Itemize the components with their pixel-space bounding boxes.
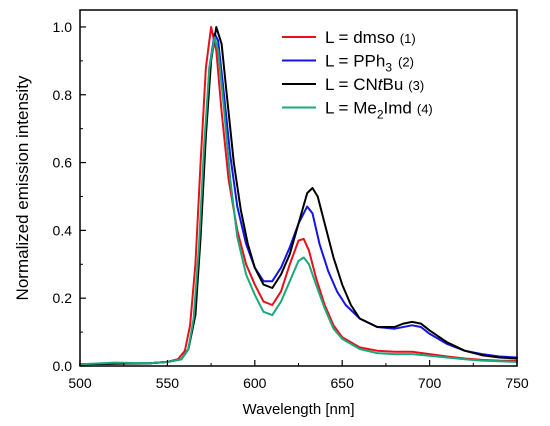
legend-label-part: (1) xyxy=(400,31,416,46)
x-tick-label: 650 xyxy=(331,375,355,391)
legend-label-part: Bu xyxy=(383,75,404,94)
legend-entry-1: L = dmso (1) xyxy=(282,28,416,47)
legend-label-part: L = Me xyxy=(325,99,377,118)
y-axis-label: Normalized emission intensity xyxy=(13,75,32,300)
legend-entry-4: L = Me2Imd (4) xyxy=(282,99,433,122)
x-tick-label: 500 xyxy=(68,375,92,391)
legend-label: L = dmso (1) xyxy=(325,28,416,47)
y-axis-ticks: 0.0 0.2 0.4 0.6 0.8 1.0 xyxy=(53,19,86,374)
legend-label-part: Imd xyxy=(384,99,412,118)
legend-label-part: 2 xyxy=(377,108,384,122)
legend-entry-2: L = PPh3 (2) xyxy=(282,52,414,75)
legend-label-part: (3) xyxy=(408,78,424,93)
x-tick-label: 700 xyxy=(418,375,442,391)
series-line-1 xyxy=(79,26,518,366)
x-tick-label: 750 xyxy=(505,375,529,391)
y-tick-label: 0.8 xyxy=(53,87,73,103)
legend-label-part: (4) xyxy=(417,102,433,117)
legend-label: L = Me2Imd (4) xyxy=(325,99,433,122)
legend-label-part: 3 xyxy=(385,61,392,75)
y-tick-label: 0.4 xyxy=(53,222,73,238)
legend-label: L = PPh3 (2) xyxy=(325,52,414,75)
series-line-3 xyxy=(79,26,518,366)
legend: L = dmso (1) L = PPh3 (2) L = CNtBu (3) L = Me… xyxy=(282,28,433,122)
y-tick-label: 0.2 xyxy=(53,290,73,306)
y-tick-label: 0.6 xyxy=(53,155,73,171)
plot-frame xyxy=(79,9,518,367)
x-tick-label: 550 xyxy=(156,375,180,391)
legend-entry-3: L = CNtBu (3) xyxy=(282,75,424,94)
legend-label-part: L = CN xyxy=(325,75,378,94)
plot-lines xyxy=(79,26,518,366)
series-line-4 xyxy=(79,36,518,366)
x-axis-label: Wavelength [nm] xyxy=(243,401,355,418)
legend-label-part: L = xyxy=(325,52,353,71)
legend-label-part: t xyxy=(378,75,384,94)
x-tick-label: 600 xyxy=(243,375,267,391)
legend-label-part: L = xyxy=(325,28,353,47)
legend-label-part: PPh xyxy=(353,52,385,71)
y-tick-label: 0.0 xyxy=(53,358,73,374)
y-tick-label: 1.0 xyxy=(53,19,73,35)
legend-label-part: dmso xyxy=(353,28,395,47)
x-axis-ticks: 500 550 600 650 700 750 xyxy=(68,360,529,391)
legend-label-part: (2) xyxy=(398,55,414,70)
legend-label: L = CNtBu (3) xyxy=(325,75,424,94)
